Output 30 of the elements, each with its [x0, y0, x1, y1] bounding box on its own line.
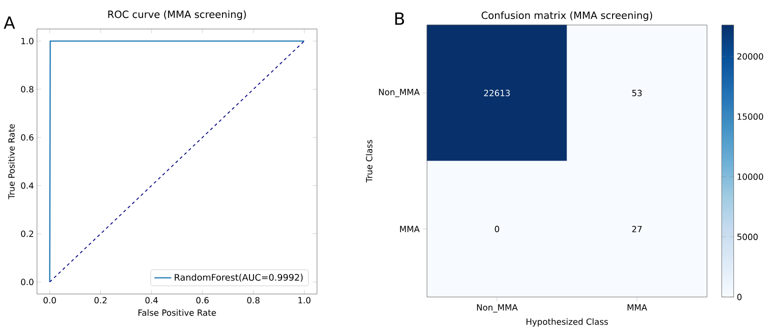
y-tick-label: 0.6 — [21, 134, 34, 141]
y-tick-label: 1.0 — [21, 38, 34, 44]
x-tick-label: 0.6 — [196, 297, 209, 304]
x-axis-title: False Positive Rate — [138, 309, 216, 316]
x-axis-title: Hypothesized Class — [526, 318, 608, 326]
color-bar-label: 10000 — [738, 174, 764, 180]
x-tick-label: 0.4 — [145, 297, 158, 304]
text: A — [4, 16, 16, 29]
color-bar-label: 15000 — [738, 113, 764, 120]
legend-label: RandomForest(AUC=0.9992) — [174, 274, 303, 282]
x-tick-label: 0.2 — [94, 297, 107, 304]
y-tick-label: 0.4 — [21, 182, 34, 189]
data-label: 27 — [632, 226, 642, 232]
x-tick-label: 1.0 — [298, 297, 310, 304]
x-tick-label: 0.8 — [247, 297, 260, 304]
x-tick-label: 0.0 — [44, 297, 56, 304]
data-label: 53 — [632, 90, 642, 96]
y-tick-label: 0.2 — [21, 230, 34, 237]
color-bar-label: 20000 — [737, 53, 764, 60]
color-bar-label: 0 — [737, 294, 742, 300]
y-axis-title: True Class — [366, 140, 372, 183]
y-axis-title: True Positive Rate — [8, 124, 15, 200]
chart-title: ROC curve (MMA screening) — [108, 10, 246, 20]
chart-title: Confusion matrix (MMA screening) — [482, 11, 652, 21]
text: B — [395, 12, 404, 25]
data-label: 22613 — [484, 90, 510, 96]
color-bar-label: 5000 — [737, 234, 758, 240]
data-label: 0 — [494, 226, 500, 232]
y-tick-label: 0.0 — [21, 278, 34, 286]
y-tick-label: 0.8 — [21, 86, 34, 92]
